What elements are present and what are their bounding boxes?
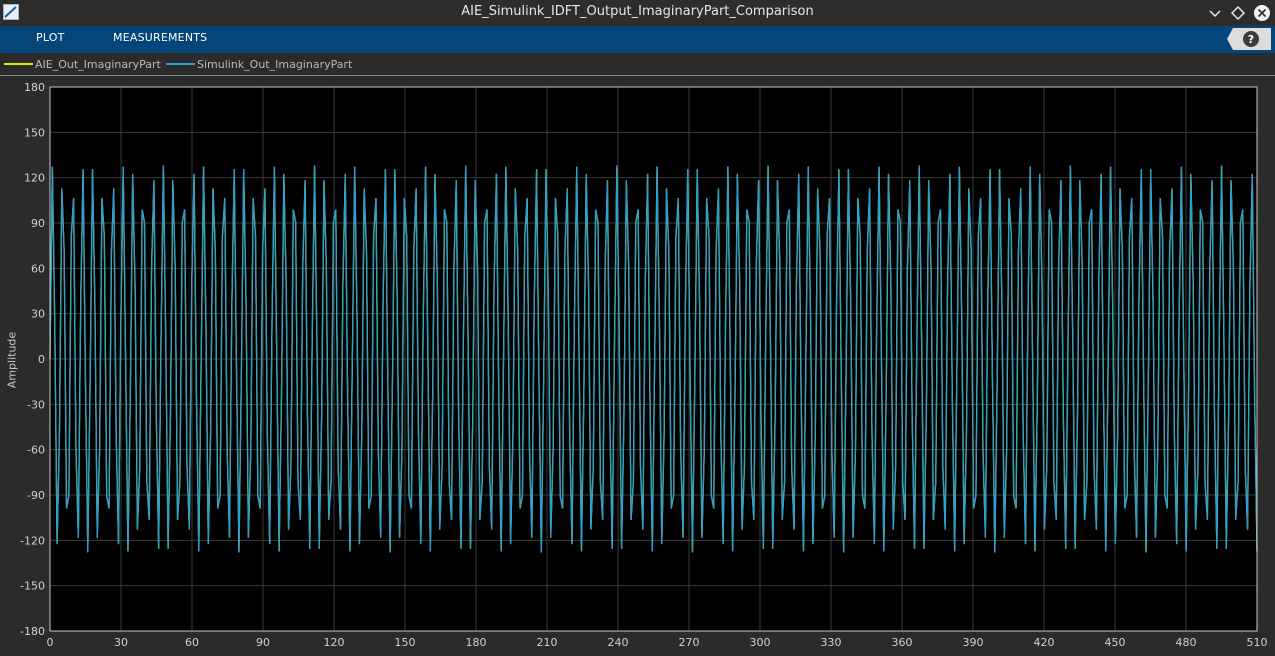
minimize-chevron-icon[interactable] (1205, 3, 1225, 23)
help-button[interactable]: ? (1227, 28, 1271, 50)
x-tick-label: 450 (1105, 636, 1126, 649)
x-tick-label: 240 (608, 636, 629, 649)
maximize-diamond-icon[interactable] (1228, 3, 1248, 23)
series-layer (49, 165, 1258, 553)
y-tick-label: -180 (20, 625, 45, 638)
legend-label-aie: AIE_Out_ImaginaryPart (35, 58, 161, 71)
x-tick-label: 390 (963, 636, 984, 649)
x-tick-label: 150 (395, 636, 416, 649)
x-tick-label: 480 (1176, 636, 1197, 649)
x-tick-label: 510 (1247, 636, 1268, 649)
window-title: AIE_Simulink_IDFT_Output_ImaginaryPart_C… (461, 4, 814, 19)
legend-swatch-simulink (166, 63, 195, 65)
y-tick-labels: 180 150 120 90 60 30 0 -30 -60 -90 -120 -150 -180 (20, 81, 45, 638)
toolstrip: PLOT MEASUREMENTS ? (0, 26, 1275, 53)
app-icon (3, 4, 19, 20)
y-tick-label: -60 (27, 444, 45, 457)
y-tick-label: 60 (31, 262, 45, 275)
tab-measurements[interactable]: MEASUREMENTS (113, 31, 208, 44)
legend: AIE_Out_ImaginaryPart Simulink_Out_Imagi… (0, 53, 1275, 76)
x-tick-label: 30 (114, 636, 128, 649)
x-tick-label: 60 (185, 636, 199, 649)
y-tick-label: 30 (31, 308, 45, 321)
legend-label-simulink: Simulink_Out_ImaginaryPart (197, 58, 353, 71)
y-tick-label: -90 (27, 489, 45, 502)
series-line-simulink (49, 165, 1258, 553)
legend-swatch-aie (4, 63, 33, 65)
y-tick-label: -150 (20, 580, 45, 593)
y-tick-label: 0 (38, 353, 45, 366)
y-tick-label: 180 (24, 81, 45, 94)
x-tick-label: 210 (537, 636, 558, 649)
x-tick-label: 360 (892, 636, 913, 649)
x-tick-label: 90 (256, 636, 270, 649)
y-tick-label: 120 (24, 172, 45, 185)
x-tick-label: 270 (679, 636, 700, 649)
tab-plot[interactable]: PLOT (36, 31, 65, 44)
y-tick-label: -30 (27, 398, 45, 411)
y-tick-label: -120 (20, 534, 45, 547)
legend-item-aie[interactable]: AIE_Out_ImaginaryPart (4, 58, 161, 71)
y-tick-label: 150 (24, 126, 45, 139)
x-tick-label: 0 (47, 636, 54, 649)
legend-item-simulink[interactable]: Simulink_Out_ImaginaryPart (166, 58, 352, 71)
x-tick-label: 120 (324, 636, 345, 649)
window-titlebar: AIE_Simulink_IDFT_Output_ImaginaryPart_C… (0, 0, 1275, 27)
x-tick-label: 180 (466, 636, 487, 649)
x-tick-label: 330 (821, 636, 842, 649)
axes-border (49, 86, 1258, 632)
y-tick-label: 90 (31, 217, 45, 230)
help-icon: ? (1248, 33, 1254, 46)
x-tick-label: 420 (1034, 636, 1055, 649)
x-tick-labels: 0 30 60 90 120 150 180 210 240 270 300 330 360 390 420… (47, 636, 1268, 649)
close-icon[interactable] (1252, 3, 1272, 23)
x-tick-label: 300 (750, 636, 771, 649)
